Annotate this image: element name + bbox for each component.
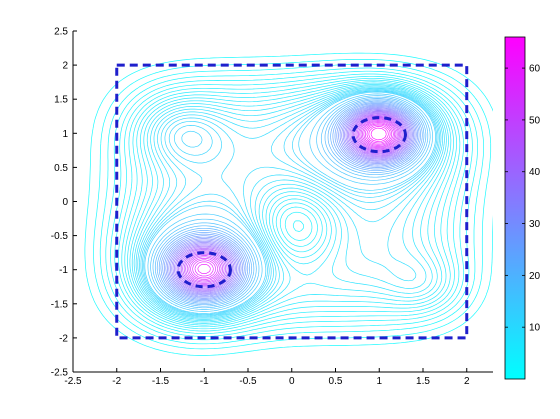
contour-line xyxy=(141,90,439,316)
y-tick-label: -2.5 xyxy=(51,368,69,379)
colorbar-tick-label: 60 xyxy=(529,64,541,75)
contour-line xyxy=(139,88,442,318)
dashed-region-box xyxy=(115,63,469,340)
annotation-layer xyxy=(115,63,469,340)
contour-line xyxy=(156,99,425,306)
contour-line xyxy=(143,90,438,315)
y-axis-ticks: 2.5 2 1.5 1 0.5 0 -0.5 -1 -1.5 -2 -2.5 xyxy=(51,27,77,379)
x-tick-label: 0 xyxy=(289,376,295,387)
contour-line xyxy=(144,91,436,314)
contour-line xyxy=(118,75,464,332)
contour-line xyxy=(158,100,423,304)
y-tick-label: -1.5 xyxy=(51,299,69,310)
x-tick-label: -1 xyxy=(200,376,209,387)
contour-line xyxy=(163,103,419,300)
y-tick-label: 1 xyxy=(62,129,68,140)
contour-line xyxy=(150,95,431,310)
colorbar-tick-label: 10 xyxy=(529,323,541,334)
contour-line xyxy=(133,85,447,321)
y-tick-label: -0.5 xyxy=(51,231,69,242)
y-tick-label: -1 xyxy=(59,265,68,276)
x-tick-label: -0.5 xyxy=(239,376,257,387)
colorbar-ticks: 60 50 40 30 20 10 xyxy=(505,64,541,334)
contour-line xyxy=(167,105,416,298)
x-tick-label: -2.5 xyxy=(64,376,82,387)
contour-line xyxy=(135,86,445,320)
plot-area: -2.5 -2 -1.5 -1 -0.5 0 0.5 1 1.5 2 2.5 2 1.5 1 0.5 0 -0… xyxy=(51,27,493,387)
contour-line xyxy=(168,106,415,297)
contour-line xyxy=(197,123,393,274)
contour-line xyxy=(129,82,452,324)
colorbar-gradient xyxy=(504,36,526,380)
y-tick-label: 1.5 xyxy=(54,95,68,106)
contour-line xyxy=(172,109,411,294)
x-tick-label: 1 xyxy=(376,376,382,387)
contour-line xyxy=(175,111,409,292)
contour-line xyxy=(124,79,457,328)
contour-line xyxy=(121,77,461,330)
contour-line xyxy=(165,104,417,299)
contour-line xyxy=(154,98,427,307)
x-tick-label: 0.5 xyxy=(329,376,343,387)
y-tick-label: 0.5 xyxy=(54,163,68,174)
contour-line xyxy=(162,102,420,302)
contour-line xyxy=(194,122,394,277)
colorbar-tick-label: 20 xyxy=(529,271,541,282)
contour-line xyxy=(171,108,412,295)
y-tick-label: -2 xyxy=(59,333,68,344)
contour-line xyxy=(152,96,429,309)
contour-line xyxy=(140,89,440,317)
contour-line xyxy=(192,121,396,279)
contour-line xyxy=(160,101,421,303)
contour-line xyxy=(137,87,443,319)
y-tick-label: 2.5 xyxy=(54,27,68,38)
contour-line xyxy=(84,52,493,356)
contour-line xyxy=(190,120,397,280)
contour-line xyxy=(366,124,391,144)
contour-line xyxy=(188,119,398,282)
colorbar: 60 50 40 30 20 10 xyxy=(504,36,541,380)
contour-line xyxy=(131,84,449,323)
contour-line xyxy=(114,73,469,334)
contour-line xyxy=(147,93,434,312)
colorbar-tick-label: 50 xyxy=(529,115,541,126)
dashed-peak-ellipse xyxy=(351,116,407,154)
contour-line xyxy=(127,81,454,326)
dashed-peak-ellipse xyxy=(176,251,232,289)
x-axis-ticks: -2.5 -2 -1.5 -1 -0.5 0 0.5 1 1.5 2 xyxy=(64,368,470,387)
contour-line xyxy=(370,127,387,141)
colorbar-tick-label: 40 xyxy=(529,167,541,178)
y-tick-label: 2 xyxy=(62,61,68,72)
contour-line xyxy=(174,110,410,293)
contour-line xyxy=(169,107,413,296)
y-tick-label: 0 xyxy=(62,197,68,208)
contour-line xyxy=(99,63,484,345)
contour-line xyxy=(368,126,389,142)
x-tick-label: -1.5 xyxy=(152,376,170,387)
x-tick-label: -2 xyxy=(112,376,121,387)
colorbar-tick-label: 30 xyxy=(529,219,541,230)
contour-line xyxy=(186,118,399,283)
x-tick-label: 1.5 xyxy=(416,376,430,387)
x-tick-label: 2 xyxy=(464,376,470,387)
